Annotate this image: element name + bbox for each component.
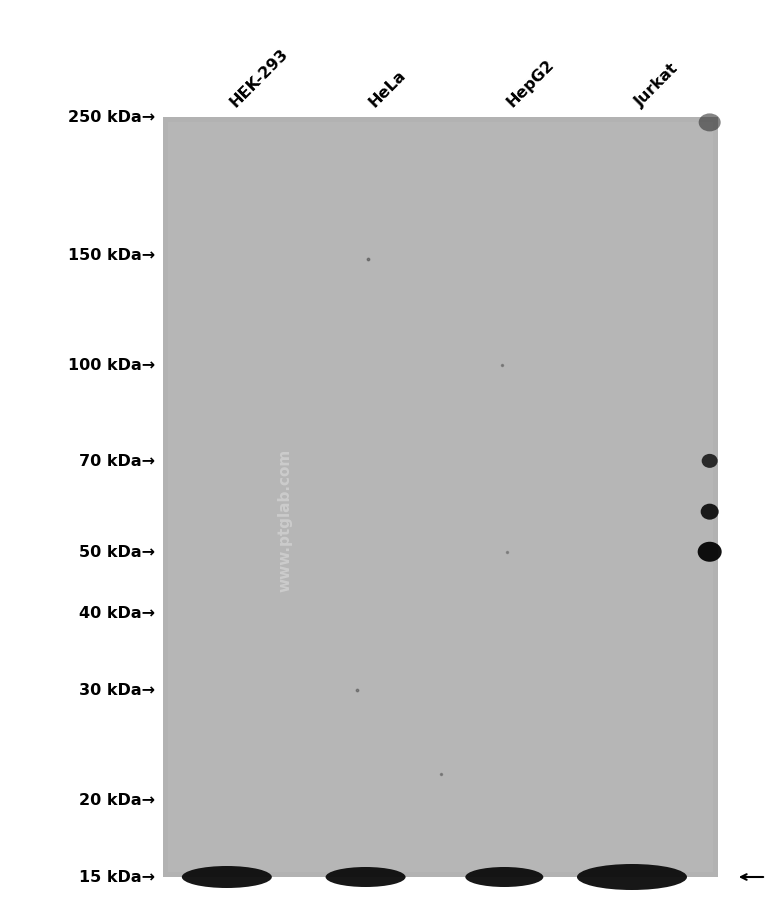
Ellipse shape <box>697 542 722 562</box>
Text: 50 kDa→: 50 kDa→ <box>79 545 155 559</box>
Ellipse shape <box>700 504 718 520</box>
Text: 70 kDa→: 70 kDa→ <box>79 454 155 469</box>
Text: 20 kDa→: 20 kDa→ <box>79 792 155 807</box>
Ellipse shape <box>577 864 687 890</box>
Bar <box>163 118 718 877</box>
Text: 15 kDa→: 15 kDa→ <box>79 870 155 885</box>
Text: Jurkat: Jurkat <box>632 60 681 110</box>
Ellipse shape <box>702 455 718 468</box>
Ellipse shape <box>325 867 406 887</box>
Text: HEK-293: HEK-293 <box>227 46 291 110</box>
Text: www.ptglab.com: www.ptglab.com <box>278 448 292 592</box>
Text: 40 kDa→: 40 kDa→ <box>79 605 155 620</box>
Ellipse shape <box>182 866 271 888</box>
Text: 30 kDa→: 30 kDa→ <box>79 683 155 697</box>
Text: 150 kDa→: 150 kDa→ <box>68 248 155 263</box>
Bar <box>168 123 713 872</box>
Text: 250 kDa→: 250 kDa→ <box>68 110 155 125</box>
Text: HepG2: HepG2 <box>505 57 558 110</box>
Ellipse shape <box>466 867 544 887</box>
Text: HeLa: HeLa <box>366 68 408 110</box>
Text: 100 kDa→: 100 kDa→ <box>68 357 155 373</box>
Ellipse shape <box>699 115 721 133</box>
